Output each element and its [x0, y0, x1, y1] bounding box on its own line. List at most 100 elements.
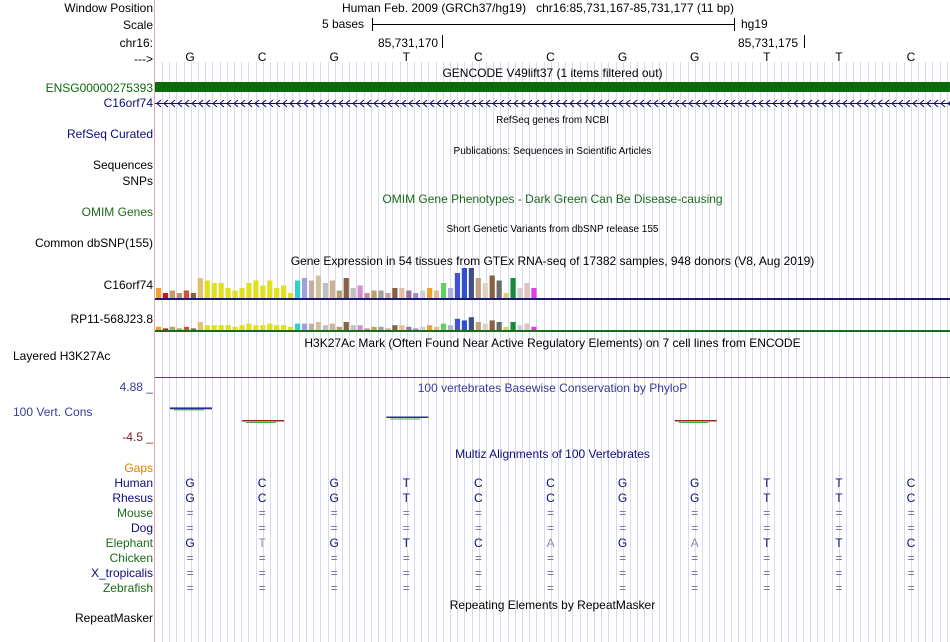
gtex-tissue-bar	[204, 280, 210, 298]
strand-chevron	[387, 99, 393, 108]
strand-chevron	[247, 99, 253, 108]
gtex-gene1-label[interactable]: C16orf74	[103, 278, 153, 292]
gtex-tissue-bar	[496, 280, 502, 298]
gtex-tissue-bar	[420, 290, 426, 298]
alignment-base: T	[763, 536, 771, 550]
gtex-track-title[interactable]: Gene Expression in 54 tissues from GTEx …	[290, 254, 815, 268]
gtex-tissue-bar	[295, 280, 301, 298]
h3k27ac-track-title[interactable]: H3K27Ac Mark (Often Found Near Active Re…	[304, 336, 801, 350]
strand-chevron	[688, 99, 694, 108]
gtex-tissue-bar	[288, 326, 294, 330]
refseq-track-label[interactable]: RefSeq Curated	[66, 127, 153, 141]
gtex-tissue-bar	[357, 285, 363, 298]
gtex-tissue-bar	[489, 320, 495, 330]
gtex-tissue-bar	[295, 323, 301, 330]
alignment-base: G	[690, 476, 700, 490]
sequences-track-label[interactable]: Sequences	[92, 158, 153, 172]
alignment-base: =	[907, 551, 915, 565]
gtex-c16orf74-chart[interactable]	[155, 268, 950, 300]
gtex-tissue-bar	[197, 278, 203, 298]
gtex-tissue-bar	[246, 283, 252, 298]
strand-chevron	[275, 99, 281, 108]
gaps-label: Gaps	[124, 461, 153, 475]
h3k27ac-track-label[interactable]: Layered H3K27Ac	[13, 349, 111, 363]
alignment-base: =	[186, 521, 194, 535]
alignment-base: =	[691, 581, 699, 595]
species-label-zebrafish: Zebrafish	[102, 581, 153, 595]
gtex-gene2-label[interactable]: RP11-568J23.8	[70, 312, 154, 326]
strand-chevron	[856, 99, 862, 108]
publications-track-title[interactable]: Publications: Sequences in Scientific Ar…	[453, 146, 652, 157]
alignment-base: =	[691, 506, 699, 520]
gtex-tissue-bar	[434, 290, 440, 298]
gtex-tissue-bar	[197, 322, 203, 330]
gencode-item-2-label[interactable]: C16orf74	[103, 96, 153, 110]
gencode-gene-bar[interactable]	[155, 82, 950, 92]
strand-chevron	[464, 99, 470, 108]
strand-chevron	[744, 99, 750, 108]
repeatmasker-track-label[interactable]: RepeatMasker	[74, 611, 153, 625]
gtex-tissue-bar	[434, 326, 440, 330]
alignment-base: T	[835, 491, 843, 505]
strand-chevron	[786, 99, 792, 108]
gtex-tissue-bar	[531, 326, 537, 330]
multiz-track-title[interactable]: Multiz Alignments of 100 Vertebrates	[455, 447, 650, 461]
strand-chevron	[534, 99, 540, 108]
repeatmasker-track-title[interactable]: Repeating Elements by RepeatMasker	[449, 598, 656, 612]
omim-track-title[interactable]: OMIM Gene Phenotypes - Dark Green Can Be…	[382, 192, 723, 206]
gtex-rp11-chart[interactable]	[155, 312, 950, 332]
dbsnp-track-label[interactable]: Common dbSNP(155)	[34, 236, 153, 250]
gtex-tissue-bar	[225, 288, 231, 298]
gtex-tissue-bar	[169, 326, 176, 330]
strand-chevron	[478, 99, 484, 108]
strand-chevron	[331, 99, 337, 108]
alignment-base: =	[763, 566, 771, 580]
strand-chevron	[520, 99, 526, 108]
alignment-base: =	[402, 521, 410, 535]
strand-chevron	[527, 99, 533, 108]
strand-chevron	[366, 99, 372, 108]
omim-track-label[interactable]: OMIM Genes	[81, 205, 153, 219]
species-label-human: Human	[114, 476, 153, 490]
gtex-tissue-bar	[371, 326, 377, 330]
gtex-tissue-bar	[350, 288, 356, 298]
strand-chevron	[268, 99, 274, 108]
strand-chevron	[492, 99, 498, 108]
alignment-base: =	[763, 521, 771, 535]
gtex-tissue-bar	[308, 280, 315, 298]
gtex-tissue-bar	[454, 318, 461, 330]
species-label-elephant: Elephant	[105, 536, 153, 550]
alignment-base: T	[402, 476, 410, 490]
alignment-base: G	[185, 476, 195, 490]
c16orf74-gene-line[interactable]	[155, 97, 950, 109]
snps-track-label[interactable]: SNPs	[122, 174, 153, 188]
gtex-tissue-bar	[301, 278, 308, 298]
gtex-tissue-bar	[218, 325, 224, 330]
refseq-track-title[interactable]: RefSeq genes from NCBI	[496, 115, 609, 126]
gtex-tissue-bar	[413, 293, 419, 298]
cons-track-label[interactable]: 100 Vert. Cons	[13, 405, 93, 419]
alignment-base: =	[546, 581, 554, 595]
gencode-track-title[interactable]: GENCODE V49lift37 (1 items filtered out)	[442, 66, 663, 80]
dbsnp-track-title[interactable]: Short Genetic Variants from dbSNP releas…	[446, 224, 659, 235]
gtex-tissue-bar	[176, 293, 183, 298]
cons-track-title[interactable]: 100 vertebrates Basewise Conservation by…	[417, 381, 688, 395]
strand-chevron	[625, 99, 631, 108]
strand-chevron	[457, 99, 463, 108]
strand-chevron	[667, 99, 673, 108]
gtex-tissue-bar	[288, 293, 294, 298]
strand-chevron	[359, 99, 365, 108]
strand-chevron	[646, 99, 652, 108]
strand-chevron	[198, 99, 204, 108]
phylop-conservation-plot[interactable]	[155, 390, 950, 440]
strand-chevron	[681, 99, 687, 108]
phylop-shadow-mark	[246, 422, 277, 423]
strand-chevron	[800, 99, 806, 108]
phylop-value-mark	[242, 420, 285, 422]
strand-chevron	[471, 99, 477, 108]
phylop-shadow-mark	[678, 422, 709, 423]
gencode-item-1-label[interactable]: ENSG00000275393	[45, 81, 153, 95]
strand-chevron	[814, 99, 820, 108]
gtex-tissue-bar	[413, 328, 419, 330]
reference-base: G	[185, 50, 195, 64]
